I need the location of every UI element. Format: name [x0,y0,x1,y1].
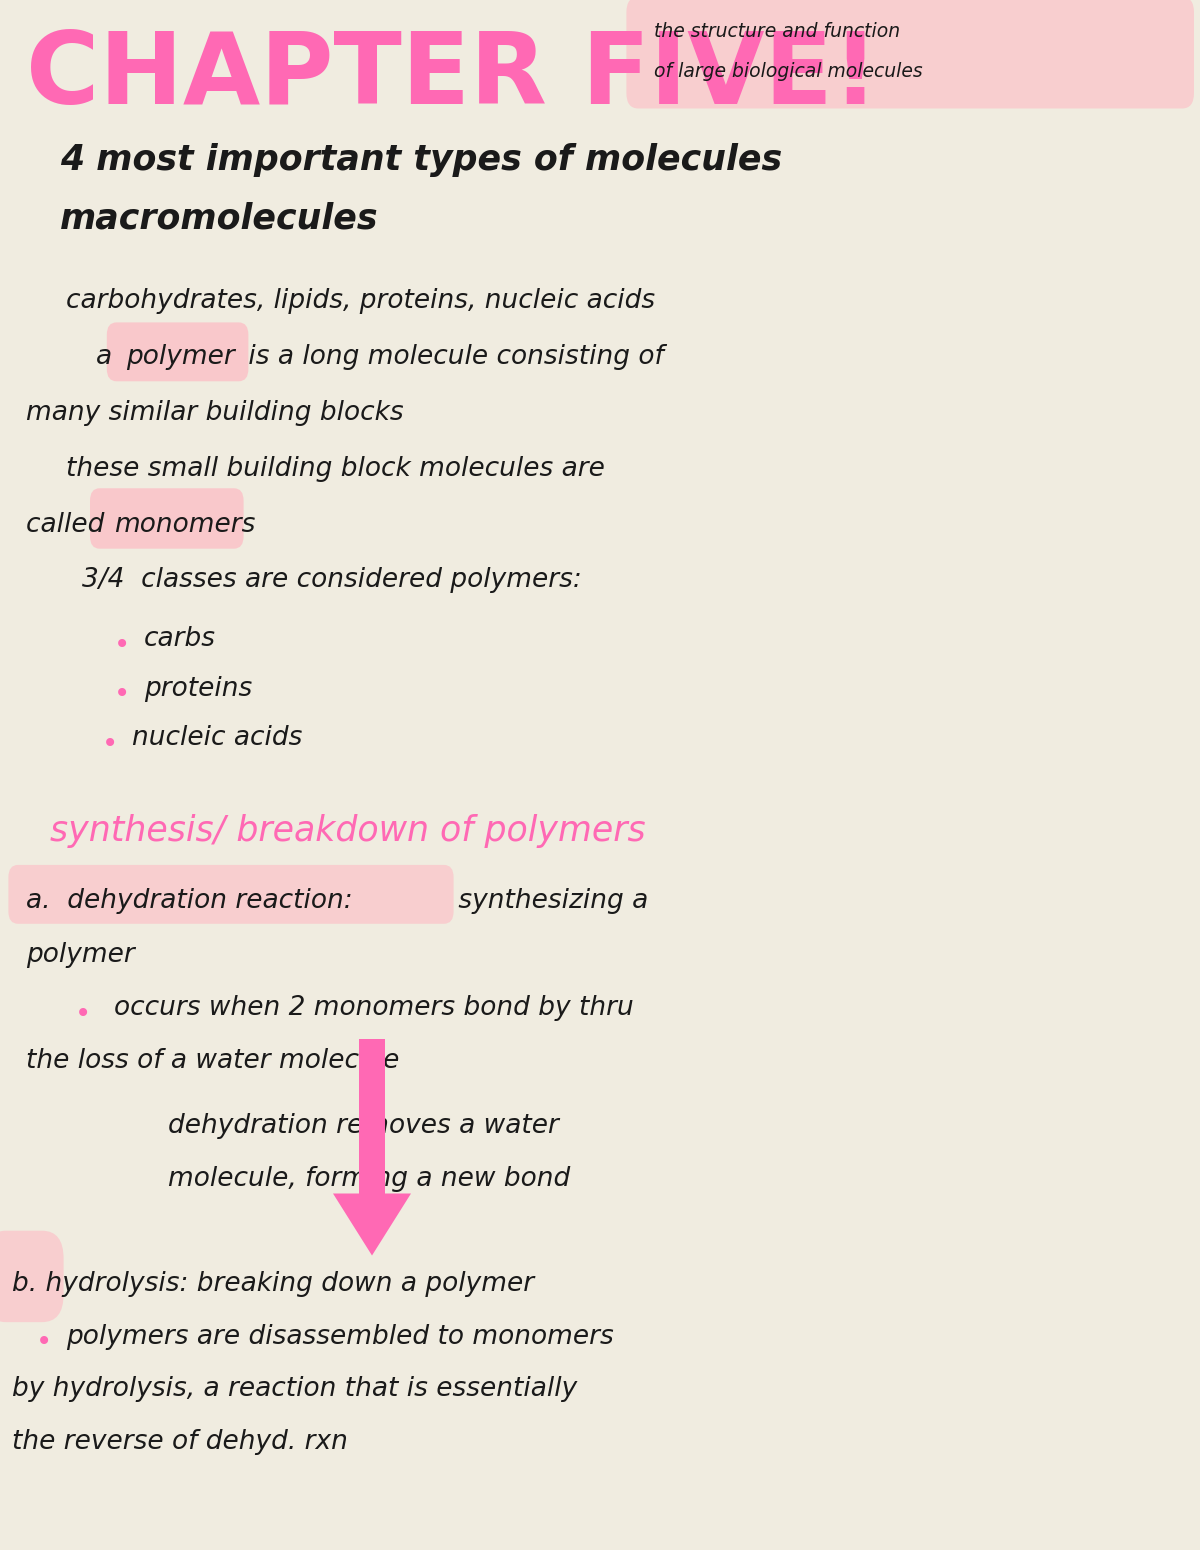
Text: synthesis/ breakdown of polymers: synthesis/ breakdown of polymers [50,814,646,848]
Text: •: • [114,631,131,659]
Text: is a long molecule consisting of: is a long molecule consisting of [240,344,664,370]
Text: called: called [26,512,113,538]
Text: polymers are disassembled to monomers: polymers are disassembled to monomers [66,1324,613,1350]
Text: b. hydrolysis: breaking down a polymer: b. hydrolysis: breaking down a polymer [12,1271,534,1297]
FancyBboxPatch shape [8,865,454,924]
Text: these small building block molecules are: these small building block molecules are [66,456,605,482]
Text: •: • [114,680,131,708]
Text: occurs when 2 monomers bond by thru: occurs when 2 monomers bond by thru [114,995,634,1021]
Text: by hydrolysis, a reaction that is essentially: by hydrolysis, a reaction that is essent… [12,1376,577,1403]
Text: the structure and function: the structure and function [654,22,900,40]
Text: carbohydrates, lipids, proteins, nucleic acids: carbohydrates, lipids, proteins, nucleic… [66,288,655,315]
Text: CHAPTER FIVE!: CHAPTER FIVE! [26,28,878,126]
Text: dehydration removes a water: dehydration removes a water [168,1113,559,1139]
Text: polymer: polymer [26,942,136,969]
Text: of large biological molecules: of large biological molecules [654,62,923,81]
Text: the reverse of dehyd. rxn: the reverse of dehyd. rxn [12,1429,348,1455]
Text: carbs: carbs [144,626,216,653]
Text: synthesizing a: synthesizing a [450,888,648,914]
Text: many similar building blocks: many similar building blocks [26,400,404,426]
Text: molecule, forming a new bond: molecule, forming a new bond [168,1166,570,1192]
Text: 4 most important types of molecules: 4 most important types of molecules [60,143,782,177]
FancyBboxPatch shape [0,1231,64,1322]
FancyBboxPatch shape [107,322,248,381]
Text: •: • [102,730,119,758]
Text: nucleic acids: nucleic acids [132,725,302,752]
Polygon shape [332,1194,412,1256]
Text: •: • [36,1328,53,1356]
Polygon shape [359,1038,385,1194]
Text: monomers: monomers [114,512,256,538]
Text: •: • [74,1000,91,1028]
Text: the loss of a water molecule: the loss of a water molecule [26,1048,400,1074]
FancyBboxPatch shape [626,0,1194,109]
Text: polymer: polymer [126,344,235,370]
Text: a: a [96,344,120,370]
Text: a.  dehydration reaction:: a. dehydration reaction: [26,888,353,914]
Text: 3/4  classes are considered polymers:: 3/4 classes are considered polymers: [82,567,581,594]
Text: macromolecules: macromolecules [60,202,378,236]
Text: proteins: proteins [144,676,252,702]
FancyBboxPatch shape [90,488,244,549]
